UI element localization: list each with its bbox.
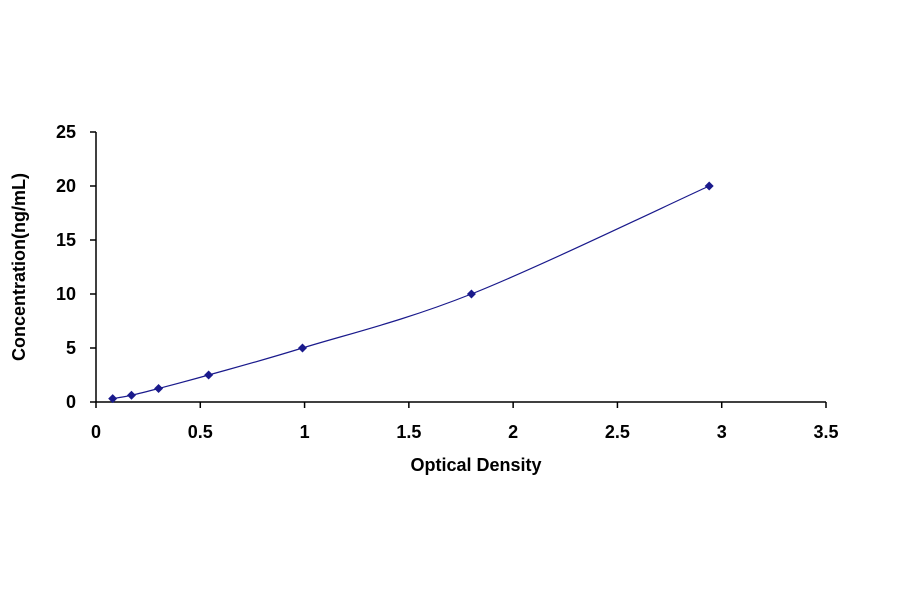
y-tick-label: 15 <box>56 230 76 250</box>
axes <box>95 132 826 403</box>
x-tick-label: 1 <box>300 422 310 442</box>
data-point <box>126 390 136 400</box>
x-tick-label: 1.5 <box>396 422 421 442</box>
y-axis-ticks: 0 5 10 15 20 25 <box>56 122 96 412</box>
fitted-curve-line <box>112 185 710 400</box>
data-point <box>466 289 476 299</box>
x-tick-label: 0 <box>91 422 101 442</box>
x-axis-title: Optical Density <box>410 455 541 475</box>
data-point <box>108 394 118 404</box>
y-tick-label: 0 <box>66 392 76 412</box>
y-axis-title: Concentration(ng/mL) <box>9 173 29 361</box>
data-point <box>204 370 214 380</box>
data-point <box>154 384 164 393</box>
x-tick-label: 2 <box>508 422 518 442</box>
data-point <box>297 343 307 353</box>
y-tick-label: 20 <box>56 176 76 196</box>
x-tick-label: 0.5 <box>188 422 213 442</box>
y-tick-label: 10 <box>56 284 76 304</box>
data-point <box>704 181 714 191</box>
data-points <box>108 181 714 404</box>
x-tick-label: 3 <box>717 422 727 442</box>
y-tick-label: 25 <box>56 122 76 142</box>
x-axis-ticks: 0 0.5 1 1.5 2 2.5 3 3.5 <box>91 402 839 442</box>
x-tick-label: 2.5 <box>605 422 630 442</box>
x-tick-label: 3.5 <box>813 422 838 442</box>
y-tick-label: 5 <box>66 338 76 358</box>
